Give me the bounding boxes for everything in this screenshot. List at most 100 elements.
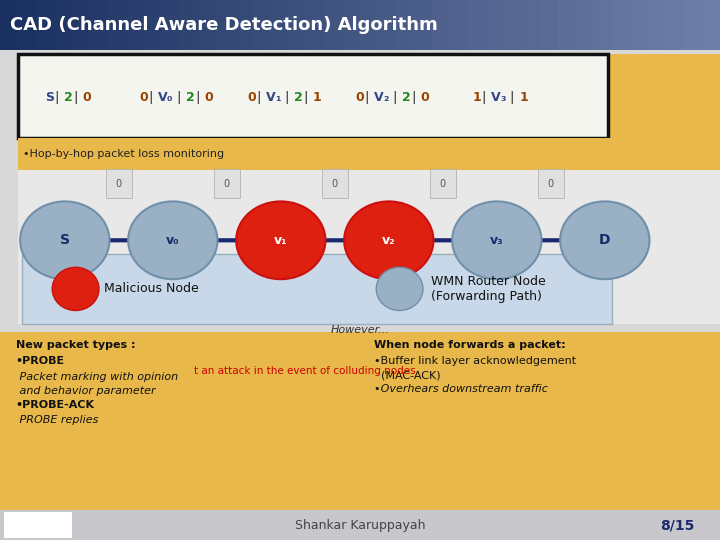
Text: 0: 0 (116, 179, 122, 188)
Text: 0: 0 (82, 91, 91, 104)
Bar (0, 510, 720, 540)
Text: 0: 0 (204, 91, 213, 104)
Bar (468, 0, 487, 50)
Text: V: V (491, 91, 500, 104)
Text: 0: 0 (247, 91, 256, 104)
Text: |: | (392, 91, 397, 104)
Text: 1: 1 (312, 91, 321, 104)
Bar (612, 0, 631, 50)
Text: 2: 2 (402, 91, 410, 104)
Ellipse shape (452, 201, 541, 279)
Text: V: V (266, 91, 275, 104)
Bar (378, 0, 397, 50)
Bar (180, 0, 199, 50)
Bar (414, 138, 720, 170)
Bar (396, 0, 415, 50)
Text: V: V (158, 91, 167, 104)
Bar (558, 0, 577, 50)
Text: PROBE replies: PROBE replies (16, 415, 98, 425)
Bar (216, 0, 235, 50)
Text: Shankar Karuppayah: Shankar Karuppayah (294, 519, 426, 532)
Bar (108, 0, 127, 50)
Bar (648, 0, 667, 50)
Text: •Overhears downstream traffic: •Overhears downstream traffic (374, 384, 548, 395)
Text: v₂: v₂ (382, 234, 395, 247)
Text: •PROBE-ACK: •PROBE-ACK (16, 400, 95, 410)
Bar (608, 54, 720, 138)
Bar (36, 0, 55, 50)
Text: Malicious Node: Malicious Node (104, 282, 199, 295)
Bar (342, 0, 361, 50)
Bar (234, 0, 253, 50)
Text: When node forwards a packet:: When node forwards a packet: (374, 340, 566, 350)
Text: v₀: v₀ (166, 234, 179, 247)
Text: V: V (374, 91, 383, 104)
Bar (576, 0, 595, 50)
Bar (360, 332, 720, 510)
Text: S: S (60, 233, 70, 247)
Bar (324, 0, 343, 50)
Bar (684, 0, 703, 50)
FancyBboxPatch shape (22, 254, 612, 324)
Ellipse shape (236, 201, 325, 279)
Text: 0: 0 (420, 91, 429, 104)
Text: |: | (303, 91, 307, 104)
Bar (144, 0, 163, 50)
Text: v₃: v₃ (490, 234, 503, 247)
Bar (630, 0, 649, 50)
Text: ₃: ₃ (500, 91, 506, 104)
Text: New packet types :: New packet types : (16, 340, 135, 350)
Bar (198, 0, 217, 50)
Bar (270, 0, 289, 50)
Text: D: D (599, 233, 611, 247)
Text: 1: 1 (519, 91, 528, 104)
Bar (0, 0, 19, 50)
Text: and behavior parameter: and behavior parameter (16, 386, 156, 396)
Ellipse shape (128, 201, 217, 279)
Text: |: | (148, 91, 153, 104)
Ellipse shape (20, 201, 109, 279)
Bar (540, 0, 559, 50)
Ellipse shape (344, 201, 433, 279)
Bar (54, 0, 73, 50)
Text: ₀: ₀ (167, 91, 173, 104)
Bar (522, 0, 541, 50)
Bar (0, 332, 360, 510)
Text: |: | (55, 91, 59, 104)
Bar (702, 0, 720, 50)
Ellipse shape (377, 267, 423, 310)
Text: WMN Router Node
(Forwarding Path): WMN Router Node (Forwarding Path) (431, 275, 545, 303)
Text: 0: 0 (355, 91, 364, 104)
Text: 2: 2 (186, 91, 194, 104)
Text: |: | (284, 91, 289, 104)
Text: 0: 0 (440, 179, 446, 188)
Text: |: | (364, 91, 369, 104)
Text: (MAC-ACK): (MAC-ACK) (374, 370, 441, 381)
Text: |: | (195, 91, 199, 104)
Text: 0: 0 (139, 91, 148, 104)
Text: •Buffer link layer acknowledgement: •Buffer link layer acknowledgement (374, 356, 577, 367)
Text: ₁: ₁ (275, 91, 281, 104)
Text: |: | (176, 91, 181, 104)
Bar (486, 0, 505, 50)
Text: 2: 2 (63, 91, 73, 104)
Bar (18, 170, 720, 324)
Ellipse shape (52, 267, 99, 310)
Bar (306, 0, 325, 50)
Bar (432, 0, 451, 50)
Text: CAD (Channel Aware Detection) Algorithm: CAD (Channel Aware Detection) Algorithm (10, 16, 438, 34)
Bar (72, 0, 91, 50)
Text: |: | (73, 91, 78, 104)
FancyBboxPatch shape (18, 54, 608, 138)
Text: |: | (510, 91, 514, 104)
Text: |: | (482, 91, 486, 104)
Bar (18, 0, 37, 50)
Bar (18, 138, 414, 170)
Bar (288, 0, 307, 50)
Bar (126, 0, 145, 50)
Text: ₂: ₂ (383, 91, 388, 104)
Text: v₁: v₁ (274, 234, 287, 247)
Bar (4, 512, 72, 538)
Text: 2: 2 (294, 91, 302, 104)
Text: 1: 1 (472, 91, 481, 104)
